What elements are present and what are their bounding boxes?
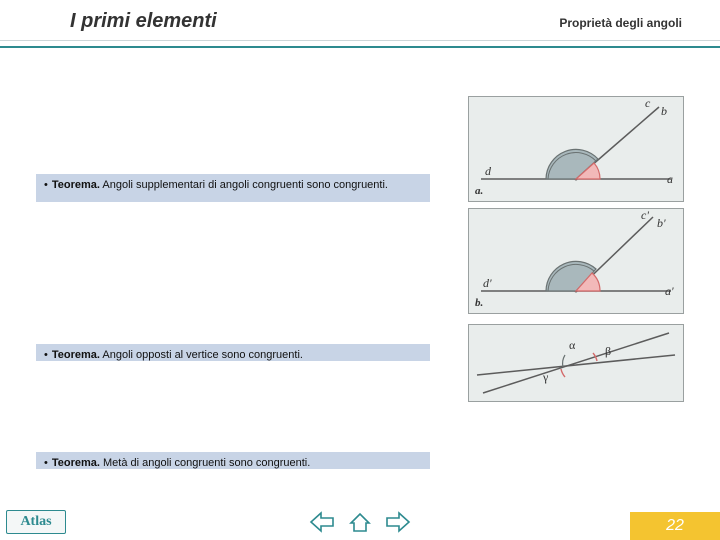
svg-text:d': d' [483,276,492,290]
page-number-badge: 22 [630,512,720,540]
nav-arrows [308,510,412,534]
theorem-box-3: • Teorema. Metà di angoli congruenti sono… [36,452,430,469]
arrow-right-icon [385,511,411,533]
figure-b: a' d' b' c' b. [468,208,684,314]
page-subtitle: Proprietà degli angoli [559,16,682,30]
theorem-text: Angoli opposti al vertice sono congruent… [100,349,303,361]
figure-b-svg: a' d' b' c' [469,209,683,313]
header-rule-light [0,40,720,41]
figure-a: a d b c a. [468,96,684,202]
figure-a-svg: a d b c [469,97,683,201]
bullet-dot: • [44,178,48,193]
nav-next-button[interactable] [384,510,412,534]
header: I primi elementi Proprietà degli angoli [0,0,720,48]
figure-c-svg: β γ α [469,325,683,401]
svg-text:b': b' [657,216,666,230]
footer: Atlas 22 [0,506,720,540]
nav-home-button[interactable] [346,510,374,534]
figure-b-label: b. [475,297,483,309]
theorem-label: Teorema. [52,179,100,191]
nav-prev-button[interactable] [308,510,336,534]
theorem-box-2: • Teorema. Angoli opposti al vertice sono… [36,344,430,361]
svg-text:a': a' [665,284,674,298]
theorem-label: Teorema. [52,349,100,361]
figure-c: β γ α [468,324,684,402]
theorem-label: Teorema. [52,457,100,469]
arrow-left-icon [309,511,335,533]
theorem-text: Angoli supplementari di angoli congruent… [100,179,388,191]
theorem-text: Metà di angoli congruenti sono congruent… [100,457,310,469]
svg-text:b: b [661,104,667,118]
svg-text:d: d [485,164,492,178]
bullet-dot: • [44,348,48,363]
content-area: • Teorema. Angoli supplementari di angoli… [0,48,720,508]
svg-text:β: β [605,344,611,358]
figure-a-label: a. [475,185,483,197]
svg-text:c': c' [641,209,649,222]
publisher-logo: Atlas [6,510,66,534]
theorem-box-1: • Teorema. Angoli supplementari di angoli… [36,174,430,202]
home-icon [347,511,373,533]
svg-text:c: c [645,97,651,110]
bullet-dot: • [44,456,48,471]
svg-text:a: a [667,172,673,186]
svg-text:α: α [569,338,576,352]
svg-text:γ: γ [542,370,549,384]
